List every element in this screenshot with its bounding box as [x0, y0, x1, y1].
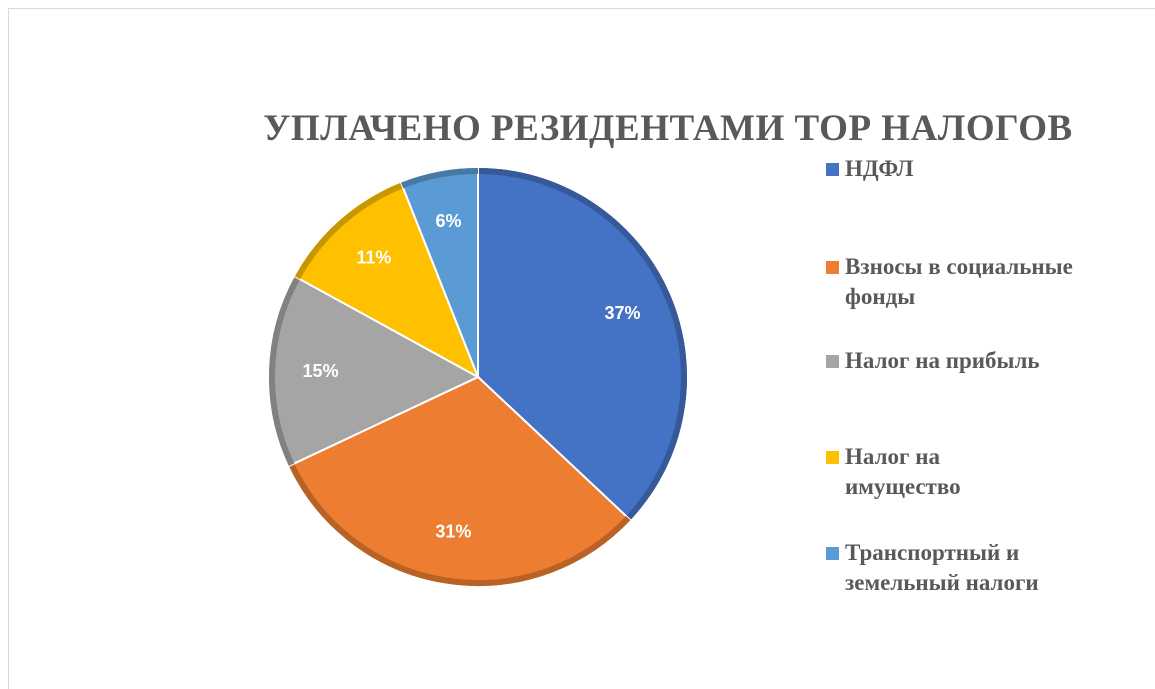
pie-slice — [399, 165, 479, 378]
legend-item: НДФЛ — [826, 154, 1095, 184]
pie-slice — [477, 165, 689, 523]
legend-swatch — [826, 547, 839, 560]
chart-title: УПЛАЧЕНО РЕЗИДЕНТАМИ ТОР НАЛОГОВ — [263, 108, 1072, 149]
legend-swatch — [826, 163, 839, 176]
slice-border — [477, 168, 687, 521]
chart-frame — [8, 8, 1155, 689]
legend-label: Взносы в социальные фонды — [845, 254, 1073, 309]
chart: УПЛАЧЕНО РЕЗИДЕНТАМИ ТОР НАЛОГОВ 37% 31% 1… — [263, 108, 1072, 588]
legend-swatch — [826, 451, 839, 464]
page: УПЛАЧЕНО РЕЗИДЕНТАМИ ТОР НАЛОГОВ 37% 31% 1… — [8, 8, 1155, 689]
legend-label: Налог на прибыль — [845, 348, 1040, 373]
legend-swatch — [826, 355, 839, 368]
pie-slice — [292, 180, 480, 380]
legend-item: Налог на имущество — [826, 442, 995, 502]
legend-label: НДФЛ — [845, 156, 914, 181]
slice-border — [269, 276, 301, 466]
slice-border — [288, 463, 631, 586]
slice-border — [401, 168, 479, 189]
legend-label: Налог на имущество — [845, 444, 961, 499]
data-label: 37% — [605, 303, 641, 323]
legend-item: Транспортный и земельный налоги — [826, 538, 1095, 598]
slice-border — [294, 182, 404, 280]
pie-slice — [286, 375, 633, 588]
legend-item: Налог на прибыль — [826, 346, 1095, 376]
data-label: 6% — [435, 211, 461, 231]
pie-slice — [267, 274, 481, 468]
data-label: 15% — [303, 361, 339, 381]
data-label: 31% — [435, 521, 471, 541]
data-label: 11% — [356, 248, 391, 268]
legend-item: Взносы в социальные фонды — [826, 252, 1095, 312]
legend-label: Транспортный и земельный налоги — [845, 540, 1039, 595]
legend-swatch — [826, 261, 839, 274]
